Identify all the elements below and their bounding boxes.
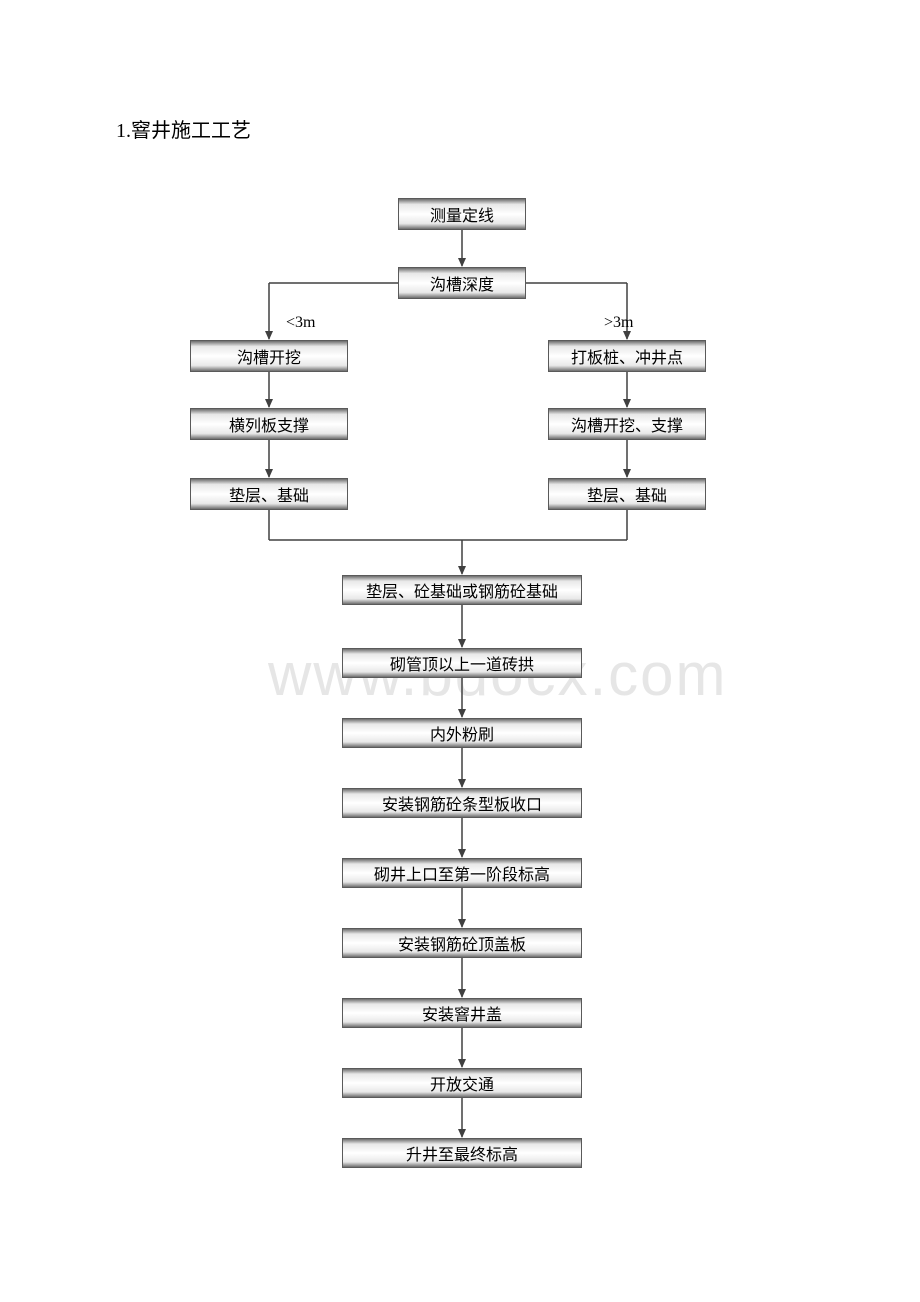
node-main-9: 升井至最终标高 <box>342 1138 582 1168</box>
node-right-3: 垫层、基础 <box>548 478 706 510</box>
node-main-5: 砌井上口至第一阶段标高 <box>342 858 582 888</box>
node-main-4: 安装钢筋砼条型板收口 <box>342 788 582 818</box>
node-main-8: 开放交通 <box>342 1068 582 1098</box>
node-main-7: 安装窨井盖 <box>342 998 582 1028</box>
node-measure: 测量定线 <box>398 198 526 230</box>
branch-label-right: >3m <box>604 314 633 332</box>
node-right-2: 沟槽开挖、支撑 <box>548 408 706 440</box>
node-main-1: 垫层、砼基础或钢筋砼基础 <box>342 575 582 605</box>
node-main-3: 内外粉刷 <box>342 718 582 748</box>
node-main-6: 安装钢筋砼顶盖板 <box>342 928 582 958</box>
branch-label-left: <3m <box>286 314 315 332</box>
page-title: 1.窨井施工工艺 <box>116 114 251 143</box>
node-right-1: 打板桩、冲井点 <box>548 340 706 372</box>
node-main-2: 砌管顶以上一道砖拱 <box>342 648 582 678</box>
node-depth: 沟槽深度 <box>398 267 526 299</box>
node-left-3: 垫层、基础 <box>190 478 348 510</box>
node-left-2: 横列板支撑 <box>190 408 348 440</box>
node-left-1: 沟槽开挖 <box>190 340 348 372</box>
